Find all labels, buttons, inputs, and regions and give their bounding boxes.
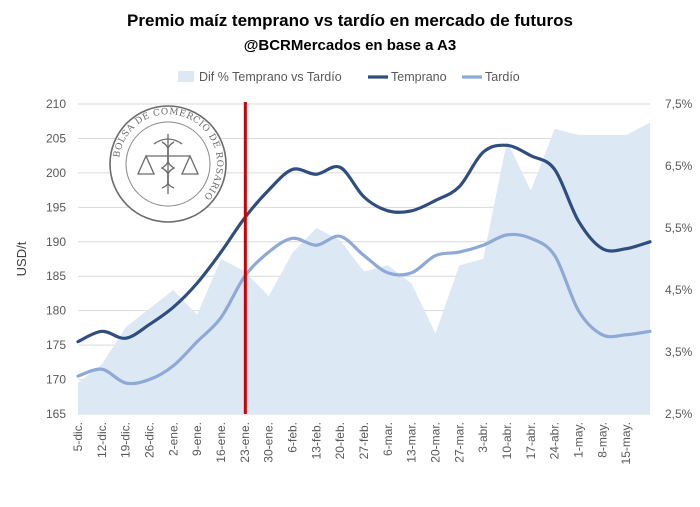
x-tick-label: 5-dic. xyxy=(71,422,85,451)
area-series-layer xyxy=(78,122,650,414)
legend-label: Temprano xyxy=(391,70,447,84)
legend-swatch xyxy=(178,71,194,82)
line-temprano xyxy=(76,143,652,344)
x-tick-label: 16-ene. xyxy=(214,422,228,463)
x-tick-label: 20-feb. xyxy=(333,422,347,459)
bcr-logo: BOLSA DE COMERCIO DE ROSARIO xyxy=(109,105,227,223)
y-tick-label: 170 xyxy=(46,373,66,387)
y2-tick-label: 3,5% xyxy=(665,345,693,359)
x-tick-label: 27-mar. xyxy=(452,422,466,463)
x-tick-label: 13-feb. xyxy=(309,422,323,459)
y2-tick-label: 5,5% xyxy=(665,221,693,235)
x-tick-label: 8-may. xyxy=(595,422,609,458)
x-tick-label: 2-ene. xyxy=(166,422,180,456)
legend-item-tardio: Tardío xyxy=(462,70,520,84)
y-tick-label: 195 xyxy=(46,200,66,214)
line-series-layer xyxy=(76,143,652,386)
y-tick-label: 185 xyxy=(46,269,66,283)
x-tick-label: 15-may. xyxy=(619,422,633,464)
seal-inner-ring xyxy=(125,121,211,207)
chart-title: Premio maíz temprano vs tardío en mercad… xyxy=(127,11,573,30)
y2-tick-label: 7,5% xyxy=(665,97,693,111)
x-tick-label: 10-abr. xyxy=(500,422,514,459)
x-tick-label: 17-abr. xyxy=(524,422,538,459)
legend-item-temprano: Temprano xyxy=(368,70,447,84)
y-tick-label: 205 xyxy=(46,131,66,145)
x-tick-label: 13-mar. xyxy=(405,422,419,463)
x-tick-label: 26-dic. xyxy=(143,422,157,458)
legend-item-dif: Dif % Temprano vs Tardío xyxy=(178,70,342,84)
area-dif-temprano-tardio xyxy=(78,122,650,414)
legend-label: Dif % Temprano vs Tardío xyxy=(199,70,342,84)
y-axis-label: USD/t xyxy=(14,241,29,276)
x-tick-label: 6-mar. xyxy=(381,422,395,456)
x-tick-label: 12-dic. xyxy=(95,422,109,458)
chart-subtitle: @BCRMercados en base a A3 xyxy=(244,37,456,54)
line-tardio xyxy=(76,232,652,386)
x-tick-label: 19-dic. xyxy=(119,422,133,458)
y-tick-label: 200 xyxy=(46,166,66,180)
y-tick-label: 190 xyxy=(46,235,66,249)
x-tick-label: 20-mar. xyxy=(429,422,443,463)
legend: Dif % Temprano vs Tardío Temprano Tardío xyxy=(178,70,520,84)
x-tick-label: 6-feb. xyxy=(286,422,300,453)
y-tick-label: 180 xyxy=(46,304,66,318)
y2-tick-label: 6,5% xyxy=(665,159,693,173)
x-tick-label: 3-abr. xyxy=(476,422,490,453)
x-tick-label: 23-ene. xyxy=(238,422,252,463)
x-tick-label: 24-abr. xyxy=(548,422,562,459)
y2-tick-label: 4,5% xyxy=(665,283,693,297)
axes: 165 170 175 180 185 190 195 200 205 210 2,5% 3,5% 4,… xyxy=(14,97,693,464)
x-tick-label: 1-may. xyxy=(572,422,586,458)
y-tick-label: 210 xyxy=(46,97,66,111)
x-tick-label: 9-ene. xyxy=(190,422,204,456)
y-tick-label: 175 xyxy=(46,338,66,352)
y2-tick-label: 2,5% xyxy=(665,407,693,421)
y-tick-label: 165 xyxy=(46,407,66,421)
x-tick-label: 27-feb. xyxy=(357,422,371,459)
legend-label: Tardío xyxy=(485,70,520,84)
caduceus-scales-seal-icon xyxy=(136,134,200,194)
x-tick-label: 30-ene. xyxy=(262,422,276,463)
